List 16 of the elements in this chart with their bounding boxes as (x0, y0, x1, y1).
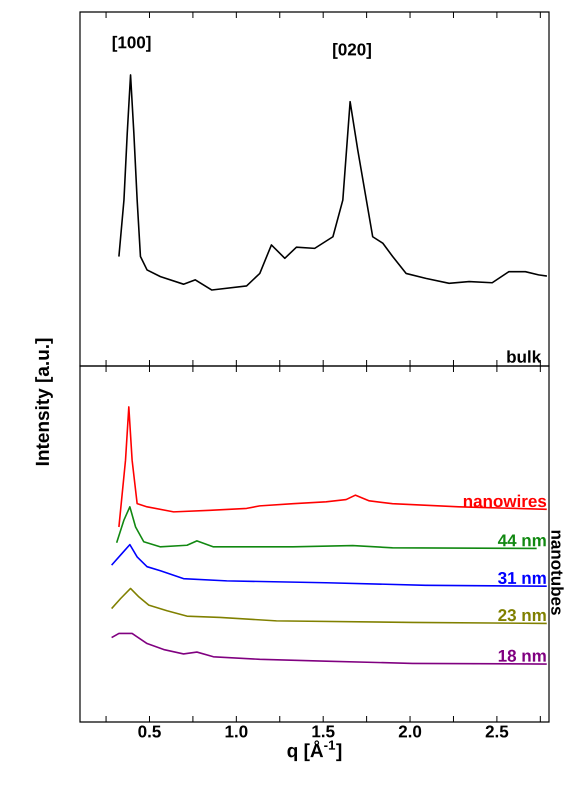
series-label: 23 nm (498, 609, 546, 622)
series-label: 31 nm (498, 572, 546, 584)
series-label: 44 nm (498, 534, 546, 546)
x-tick-label: 0.5 (138, 726, 161, 738)
series-label: 18 nm (498, 650, 546, 662)
x-tick-label: 1.0 (226, 726, 248, 738)
x-tick-label: 2.0 (398, 726, 422, 738)
text: [020] (333, 43, 371, 59)
x-tick-label: 1.5 (312, 726, 335, 738)
x-axis-title: q [Å$^{-1}$] (287, 740, 342, 762)
text: [100] (112, 36, 150, 52)
y-axis-title: Intensity [a.u.] (35, 338, 53, 466)
x-tick-label: 2.5 (486, 726, 508, 738)
series-label: nanowires (464, 494, 546, 508)
text: nanotubes (551, 530, 564, 615)
legend-label: bulk (507, 350, 542, 363)
